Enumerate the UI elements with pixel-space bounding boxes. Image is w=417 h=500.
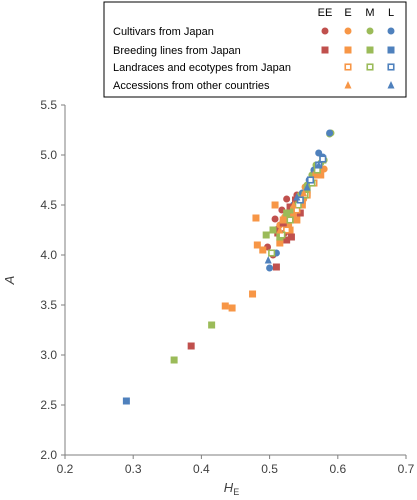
data-point xyxy=(221,302,229,310)
data-point xyxy=(264,256,272,264)
legend-entry-label: Breeding lines from Japan xyxy=(113,45,241,57)
legend-marker xyxy=(344,81,352,89)
data-point xyxy=(283,209,291,217)
data-point xyxy=(286,216,294,224)
data-point xyxy=(317,171,325,179)
legend-marker xyxy=(344,27,352,35)
legend-box xyxy=(103,1,407,98)
data-point xyxy=(271,215,279,223)
data-point xyxy=(312,171,320,179)
data-point xyxy=(303,183,311,191)
data-point xyxy=(269,226,277,234)
data-point xyxy=(122,397,130,405)
legend-entry-label: Accessions from other countries xyxy=(113,80,270,92)
axes: 0.2 0.3 0.4 0.5 0.6 0.7 2.0 2.5 3.0 3.5 4.0 4.5 5.0 5… xyxy=(2,98,415,497)
legend-marker xyxy=(366,46,374,54)
data-point xyxy=(208,321,216,329)
data-point xyxy=(283,195,291,203)
data-point xyxy=(287,233,295,241)
data-point xyxy=(289,201,297,209)
legend-marker xyxy=(366,63,374,71)
legend-marker xyxy=(344,63,352,71)
x-tick-label: 0.4 xyxy=(193,462,210,476)
data-point xyxy=(276,239,284,247)
data-point xyxy=(279,216,287,224)
legend-marker xyxy=(387,46,395,54)
legend-marker xyxy=(387,81,395,89)
x-tick-label: 0.5 xyxy=(261,462,278,476)
y-tick-label: 4.0 xyxy=(40,248,57,262)
data-point xyxy=(293,193,301,201)
data-point xyxy=(315,161,323,169)
data-point xyxy=(326,129,334,137)
legend-column-header: L xyxy=(388,7,394,19)
data-point xyxy=(293,216,301,224)
y-tick-label: 2.5 xyxy=(40,398,57,412)
data-point xyxy=(300,189,308,197)
y-axis-title: A xyxy=(2,276,17,286)
data-point xyxy=(306,176,315,184)
data-point xyxy=(283,226,291,234)
data-point xyxy=(276,226,284,234)
data-point xyxy=(272,263,280,271)
x-axis-title: HE xyxy=(224,480,239,497)
data-point xyxy=(298,201,306,209)
y-tick-label: 5.0 xyxy=(40,148,57,162)
x-tick-label: 0.2 xyxy=(57,462,74,476)
data-point xyxy=(253,241,261,249)
data-point xyxy=(266,264,274,272)
y-tick-label: 5.5 xyxy=(40,98,57,112)
data-point xyxy=(228,304,236,312)
x-axis-title-subscript: E xyxy=(233,487,239,497)
x-tick-label: 0.3 xyxy=(125,462,142,476)
data-point xyxy=(252,214,260,222)
data-point xyxy=(170,356,178,364)
y-tick-label: 3.0 xyxy=(40,348,57,362)
legend-marker xyxy=(387,63,395,71)
data-point xyxy=(319,155,327,163)
legend-entry-label: Cultivars from Japan xyxy=(113,26,214,38)
y-tick-label: 2.0 xyxy=(40,448,57,462)
legend-column-header: M xyxy=(365,7,374,19)
legend-marker xyxy=(344,46,352,54)
legend-marker xyxy=(321,27,329,35)
x-tick-label: 0.6 xyxy=(329,462,346,476)
data-point xyxy=(271,201,279,209)
data-points xyxy=(122,129,335,405)
x-axis-title-main: H xyxy=(224,480,234,495)
legend-entry-label: Landraces and ecotypes from Japan xyxy=(113,62,291,74)
x-tick-label: 0.7 xyxy=(398,462,415,476)
legend-marker xyxy=(366,27,374,35)
data-point xyxy=(262,231,270,239)
data-point xyxy=(320,165,328,173)
data-point xyxy=(283,236,291,244)
data-point xyxy=(249,290,257,298)
legend-marker xyxy=(321,46,329,54)
data-point xyxy=(268,249,276,257)
legend-column-header: EE xyxy=(318,7,333,19)
y-tick-label: 3.5 xyxy=(40,298,57,312)
legend-marker xyxy=(387,27,395,35)
y-tick-label: 4.5 xyxy=(40,198,57,212)
data-point xyxy=(259,246,267,254)
legend-column-header: E xyxy=(344,7,351,19)
data-point xyxy=(187,342,195,350)
